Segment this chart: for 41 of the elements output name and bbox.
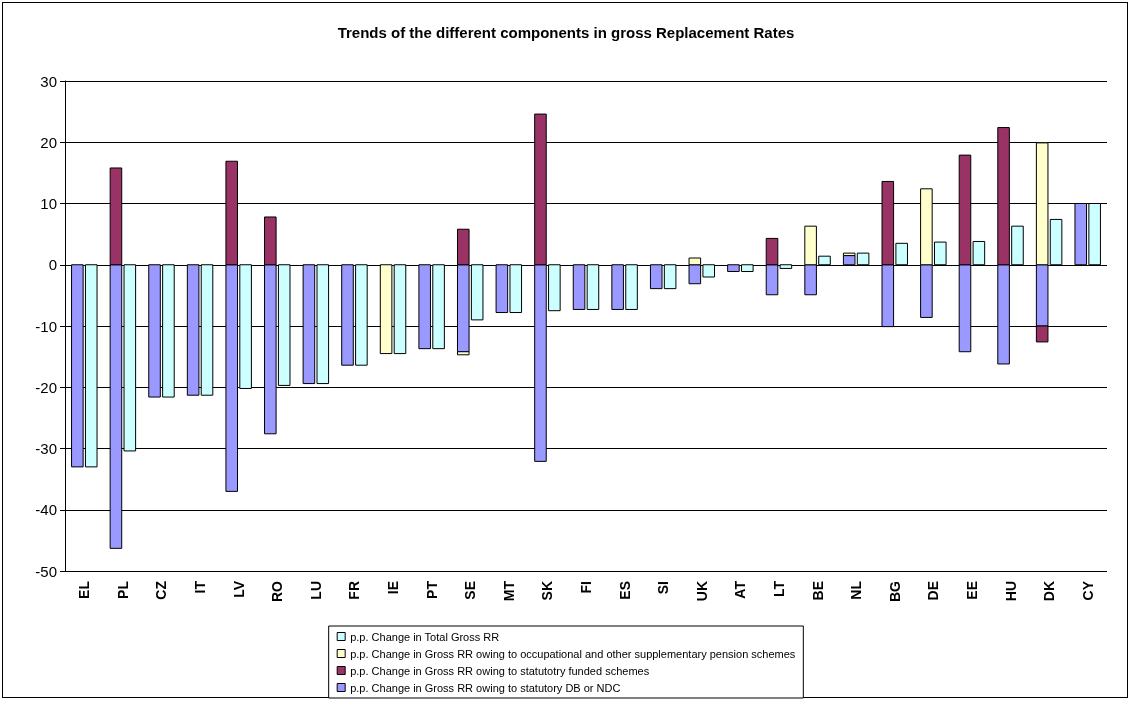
x-tick-label: HU [1002,581,1019,602]
x-tick-label: LV [230,580,247,598]
y-tick-label: -50 [35,562,57,580]
x-tick-label: RO [269,580,286,602]
x-tick-label: IT [192,580,209,594]
x-tick-label: LT [770,580,787,598]
y-tick-label: -20 [35,378,57,396]
y-tick-label: -30 [35,440,57,457]
y-tick-label: 10 [40,195,57,212]
x-tick-label: BG [886,580,903,602]
x-tick-label: BE [809,581,826,601]
x-tick-label: AT [732,580,749,599]
x-tick-label: EE [963,581,980,600]
x-tick-label: CY [1079,580,1096,601]
legend-label: p.p. Change in Gross RR owing to statutotry funded schemes [350,664,650,677]
y-tick-label: 30 [40,72,57,90]
x-tick-label: SI [655,581,672,595]
x-tick-label: UK [693,581,710,602]
legend-label: p.p. Change in Gross RR owing to statutory DB or NDC [350,681,621,694]
x-tick-label: CZ [153,580,170,600]
legend-label: p.p. Change in Total Gross RR [350,630,500,643]
x-tick-label: DE [925,581,942,601]
legend-label: p.p. Change in Gross RR owing to occupational and other supplementary pension schemes [350,647,796,660]
x-tick-label: FI [578,581,594,594]
chart-title: Trends of the different components in gross Replacement Rates [337,24,795,41]
x-tick-label: FR [346,581,363,600]
y-tick-label: -40 [35,501,57,519]
x-tick-label: NL [848,580,865,600]
x-tick-label: PL [114,580,131,599]
x-tick-label: LU [307,581,324,600]
y-tick-label: -10 [35,317,57,335]
x-tick-label: EL [76,580,93,599]
x-tick-label: ES [616,581,633,600]
x-tick-label: SK [539,581,556,601]
y-tick-label: 20 [40,133,57,151]
x-tick-label: IE [385,581,402,595]
x-tick-label: DK [1041,581,1058,602]
x-tick-label: PT [423,580,440,599]
x-tick-label: MT [500,580,517,602]
x-tick-label: SE [462,581,479,600]
y-tick-label: 0 [48,256,57,274]
